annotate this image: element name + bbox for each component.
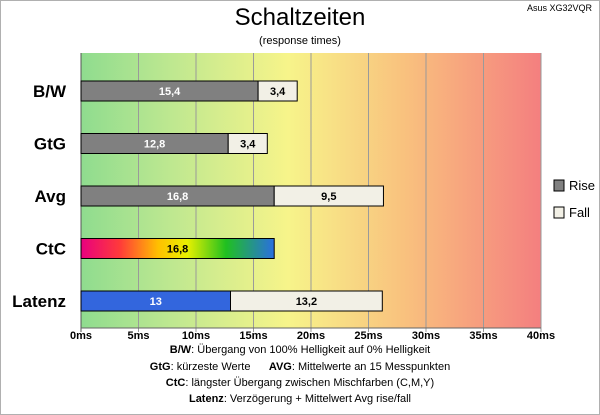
footnote-latenz-text: : Verzögerung + Mittelwert Avg rise/fall xyxy=(223,393,412,405)
value-label-fall: 13,2 xyxy=(296,296,317,308)
legend: Rise Fall xyxy=(553,178,595,220)
value-label-rise: 16,8 xyxy=(167,191,188,203)
legend-label-fall: Fall xyxy=(569,205,590,220)
footnote-bw-key: B/W xyxy=(169,344,192,356)
category-label: GtG xyxy=(34,135,66,154)
value-label-rise: 16,8 xyxy=(167,244,188,256)
footnote-gtg-avg: GtG: kürzeste Werte AVG: Mittelwerte an … xyxy=(0,361,600,373)
value-label-rise: 15,4 xyxy=(159,86,181,98)
x-tick-label: 0ms xyxy=(70,330,92,342)
footnote-ctc: CtC: längster Übergang zwischen Mischfar… xyxy=(0,377,600,389)
x-tick-label: 15ms xyxy=(239,330,267,342)
footnote-gtg-key: GtG xyxy=(149,361,171,373)
value-label-fall: 9,5 xyxy=(321,191,336,203)
category-label: Latenz xyxy=(12,292,66,311)
chart-title: Schaltzeiten xyxy=(234,4,366,31)
category-label: B/W xyxy=(33,82,67,101)
footnote-ctc-key: CtC xyxy=(165,377,186,389)
legend-swatch-fall xyxy=(553,206,565,219)
x-tick-label: 25ms xyxy=(354,330,382,342)
category-label: CtC xyxy=(36,240,66,259)
footnote-gtg-text: : kürzeste Werte xyxy=(170,361,251,373)
bar-rise-ctc xyxy=(80,238,275,259)
bar-fall-latenz xyxy=(230,290,383,312)
x-tick-label: 20ms xyxy=(297,330,325,342)
chart-subtitle: (response times) xyxy=(259,35,341,47)
footnote-ctc-text: : längster Übergang zwischen Mischfarben… xyxy=(185,377,435,389)
footnote-latenz-key: Latenz xyxy=(188,393,224,405)
legend-swatch-rise xyxy=(553,179,565,192)
bars xyxy=(80,80,384,312)
value-label-rise: 12,8 xyxy=(144,139,165,151)
monitor-model-label: Asus XG32VQR xyxy=(526,3,592,13)
legend-label-rise: Rise xyxy=(569,178,595,193)
footnote-avg-key: AVG xyxy=(268,361,292,373)
footnote-latenz: Latenz: Verzögerung + Mittelwert Avg ris… xyxy=(0,393,600,405)
x-tick-label: 10ms xyxy=(182,330,210,342)
bar-fall-gtg xyxy=(227,133,268,154)
value-label-fall: 3,4 xyxy=(270,86,286,98)
x-tick-label: 5ms xyxy=(127,330,149,342)
category-label: Avg xyxy=(35,187,67,206)
footnote-bw-text: : Übergang von 100% Helligkeit auf 0% He… xyxy=(191,344,431,356)
labels: 0ms 5ms 10ms 15ms 20ms 25ms 30ms 35ms 40ms B/W 15,… xyxy=(12,82,555,342)
x-tick-label: 30ms xyxy=(412,330,440,342)
footnote-avg-text: : Mittelwerte an 15 Messpunkten xyxy=(291,361,451,373)
value-label-rise: 13 xyxy=(150,296,162,308)
x-tick-label: 35ms xyxy=(469,330,497,342)
bar-fall-avg xyxy=(273,185,384,207)
x-tick-label: 40ms xyxy=(527,330,555,342)
bar-fall-bw xyxy=(257,80,298,102)
value-label-fall: 3,4 xyxy=(240,139,256,151)
footnote-bw: B/W: Übergang von 100% Helligkeit auf 0%… xyxy=(0,344,600,356)
